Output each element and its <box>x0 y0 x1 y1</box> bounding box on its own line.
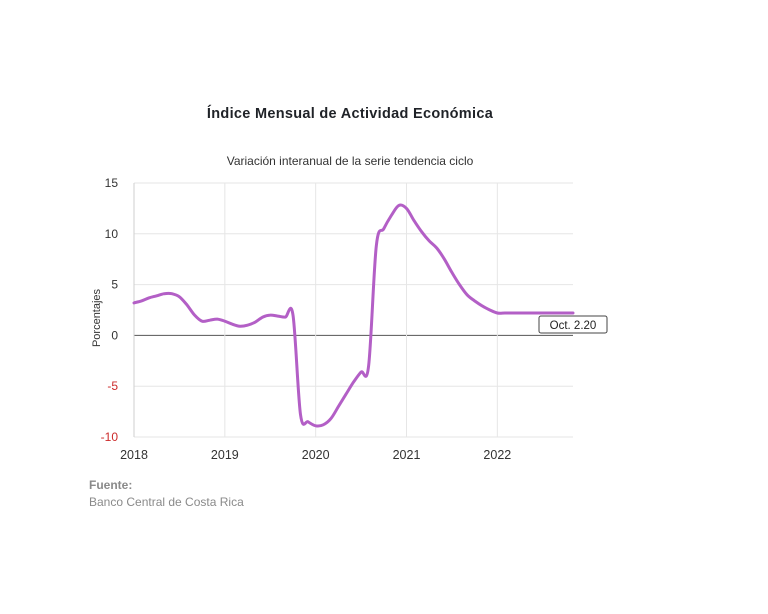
y-tick-label: 5 <box>111 278 118 292</box>
source-label: Fuente: <box>89 478 133 492</box>
series-line <box>132 203 575 428</box>
chart-subtitle: Variación interanual de la serie tendenc… <box>226 154 474 168</box>
x-tick-label: 2020 <box>302 448 330 462</box>
x-tick-label: 2018 <box>120 448 148 462</box>
annotation-box <box>538 315 608 334</box>
x-tick-label: 2021 <box>393 448 421 462</box>
y-tick-label: 0 <box>111 328 118 342</box>
y-tick-label: 15 <box>105 176 119 190</box>
annotation-label: Oct. 2.20 <box>550 320 597 332</box>
x-tick-label: 2019 <box>211 448 239 462</box>
y-axis-title: Porcentajes <box>91 288 103 347</box>
y-tick-label: 10 <box>105 227 119 241</box>
x-tick-label: 2022 <box>483 448 511 462</box>
chart-title: Índice Mensual de Actividad Económica <box>206 106 494 122</box>
y-tick-label: -5 <box>107 379 118 393</box>
y-tick-label: -10 <box>101 430 119 444</box>
source-text: Banco Central de Costa Rica <box>89 495 244 509</box>
